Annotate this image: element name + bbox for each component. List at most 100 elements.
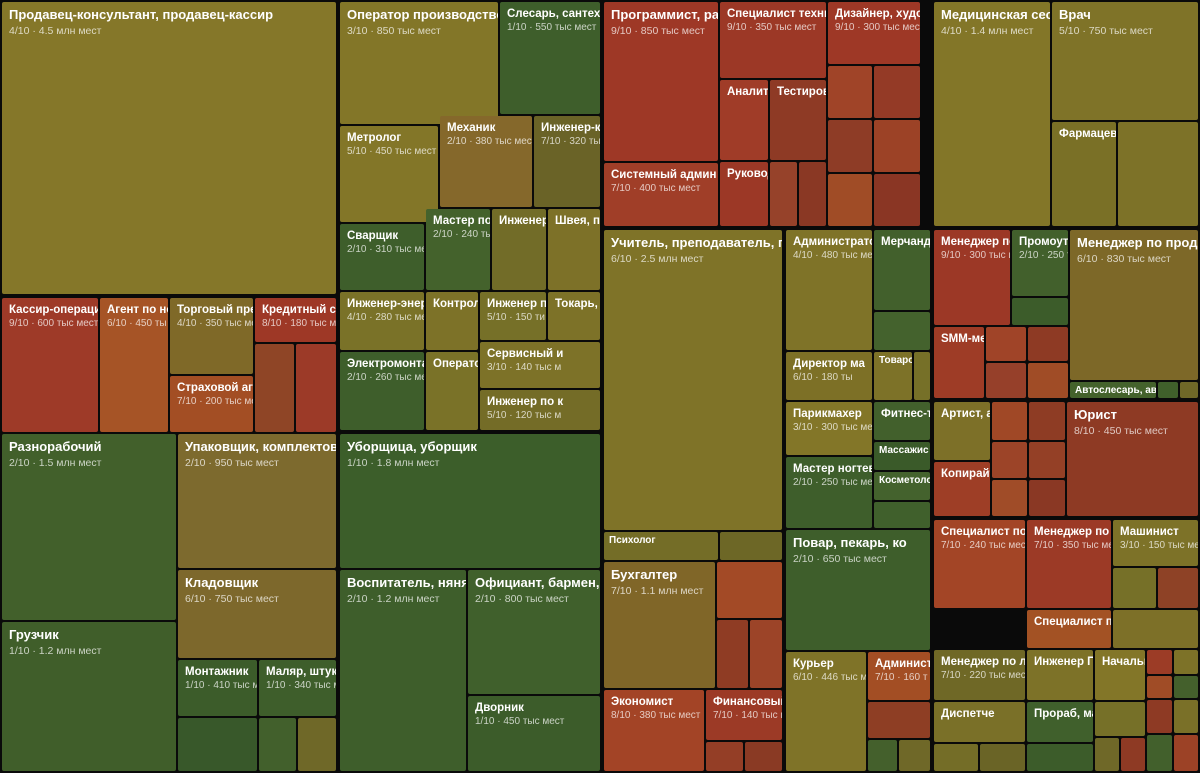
treemap-tile[interactable]: Кассир-операцис 9/10 · 600 тыс мест <box>2 298 98 432</box>
treemap-tile[interactable] <box>1012 298 1068 325</box>
treemap-tile[interactable] <box>986 327 1026 361</box>
treemap-tile[interactable]: Механик 2/10 · 380 тыс мест <box>440 116 532 207</box>
treemap-tile[interactable] <box>1147 650 1172 674</box>
treemap-tile[interactable] <box>1095 738 1119 771</box>
treemap-tile[interactable]: Торговый предс 4/10 · 350 тыс мес <box>170 298 253 374</box>
treemap-tile[interactable]: Оператор производстве 3/10 · 850 тыс мест <box>340 2 498 124</box>
treemap-tile[interactable]: Разнорабочий 2/10 · 1.5 млн мест <box>2 434 176 620</box>
treemap-tile[interactable]: Дизайнер, худож 9/10 · 300 тыс мест <box>828 2 920 64</box>
treemap-tile[interactable] <box>828 66 872 118</box>
treemap-tile[interactable] <box>874 502 930 528</box>
treemap-tile[interactable]: Метролог 5/10 · 450 тыс мест <box>340 126 438 222</box>
treemap-tile[interactable]: Фармацев <box>1052 122 1116 226</box>
treemap-tile[interactable] <box>1174 700 1198 733</box>
treemap-tile[interactable] <box>874 312 930 350</box>
treemap-tile[interactable] <box>868 740 897 771</box>
treemap-tile[interactable]: Юрист 8/10 · 450 тыс мест <box>1067 402 1198 516</box>
treemap-tile[interactable]: Швея, пор <box>548 209 600 290</box>
treemap-tile[interactable] <box>1029 480 1065 516</box>
treemap-tile[interactable] <box>992 442 1027 478</box>
treemap-tile[interactable]: Грузчик 1/10 · 1.2 млн мест <box>2 622 176 771</box>
treemap-tile[interactable]: Контролёр <box>426 292 478 350</box>
treemap-tile[interactable]: Инженер п <box>492 209 546 290</box>
treemap-tile[interactable]: Мерчанда <box>874 230 930 310</box>
treemap-tile[interactable]: Кладовщик 6/10 · 750 тыс мест <box>178 570 336 658</box>
treemap-tile[interactable]: Инженер-кон 7/10 · 320 тыс м <box>534 116 600 207</box>
treemap-tile[interactable] <box>745 742 782 771</box>
treemap-tile[interactable]: Курьер 6/10 · 446 тыс мест <box>786 652 866 771</box>
treemap-tile[interactable] <box>992 402 1027 440</box>
treemap-tile[interactable]: Менеджер по 9/10 · 300 тыс м <box>934 230 1010 325</box>
treemap-tile[interactable]: Специалист по <box>1027 610 1111 648</box>
treemap-tile[interactable] <box>868 702 930 738</box>
treemap-tile[interactable]: Инженер-энерге 4/10 · 280 тыс мест <box>340 292 424 350</box>
treemap-tile[interactable] <box>750 620 782 688</box>
treemap-tile[interactable]: Машинист 3/10 · 150 тыс ме <box>1113 520 1198 566</box>
treemap-tile[interactable]: Диспетче <box>934 702 1025 742</box>
treemap-tile[interactable] <box>1027 744 1093 771</box>
treemap-tile[interactable] <box>1118 122 1198 226</box>
treemap-tile[interactable] <box>1029 402 1065 440</box>
treemap-tile[interactable]: Автослесарь, авт <box>1070 382 1156 398</box>
treemap-tile[interactable] <box>1158 568 1198 608</box>
treemap-tile[interactable]: Инженер по к 5/10 · 120 тыс м <box>480 390 600 430</box>
treemap-tile[interactable]: Официант, бармен, 2/10 · 800 тыс мест <box>468 570 600 694</box>
treemap-tile[interactable]: Администратор к 4/10 · 480 тыс мест <box>786 230 872 350</box>
treemap-tile[interactable] <box>1028 363 1068 398</box>
treemap-tile[interactable] <box>1113 568 1156 608</box>
treemap-tile[interactable]: Экономист 8/10 · 380 тыс мест <box>604 690 704 771</box>
treemap-tile[interactable]: Монтажник 1/10 · 410 тыс мест <box>178 660 257 716</box>
treemap-tile[interactable] <box>717 562 782 618</box>
treemap-tile[interactable]: Аналитик <box>720 80 768 160</box>
treemap-tile[interactable] <box>1174 676 1198 698</box>
treemap-tile[interactable]: Программист, раз 9/10 · 850 тыс мест <box>604 2 718 161</box>
treemap-tile[interactable]: Бухгалтер 7/10 · 1.1 млн мест <box>604 562 715 688</box>
treemap-tile[interactable]: Учитель, преподаватель, п 6/10 · 2.5 млн … <box>604 230 782 530</box>
treemap-tile[interactable]: Специалист по к 7/10 · 240 тыс мест <box>934 520 1025 608</box>
treemap-tile[interactable] <box>828 120 872 172</box>
treemap-tile[interactable] <box>255 344 294 432</box>
treemap-tile[interactable]: Сварщик 2/10 · 310 тыс мест <box>340 224 424 290</box>
treemap-tile[interactable]: Специалист техни 9/10 · 350 тыс мест <box>720 2 826 78</box>
treemap-tile[interactable] <box>178 718 257 771</box>
treemap-tile[interactable]: Косметоло <box>874 472 930 500</box>
treemap-tile[interactable] <box>874 174 920 226</box>
treemap-tile[interactable]: Сервисный и 3/10 · 140 тыс м <box>480 342 600 388</box>
treemap-tile[interactable]: Дворник 1/10 · 450 тыс мест <box>468 696 600 771</box>
treemap-tile[interactable]: Системный админ 7/10 · 400 тыс мест <box>604 163 718 226</box>
treemap-tile[interactable] <box>980 744 1025 771</box>
treemap-tile[interactable] <box>874 120 920 172</box>
treemap-tile[interactable]: Воспитатель, няня 2/10 · 1.2 млн мест <box>340 570 466 771</box>
treemap-tile[interactable]: Повар, пекарь, ко 2/10 · 650 тыс мест <box>786 530 930 650</box>
treemap-tile[interactable] <box>1158 382 1178 398</box>
treemap-tile[interactable] <box>1113 610 1198 648</box>
treemap-tile[interactable] <box>770 162 797 226</box>
treemap-tile[interactable] <box>828 174 872 226</box>
treemap-tile[interactable]: Администрат 7/10 · 160 т <box>868 652 930 700</box>
treemap-tile[interactable] <box>1028 327 1068 361</box>
treemap-tile[interactable]: Инженер по 5/10 · 150 ти <box>480 292 546 340</box>
treemap-tile[interactable]: Мастер по р 2/10 · 240 ты <box>426 209 490 290</box>
treemap-tile[interactable] <box>1147 700 1172 733</box>
treemap-tile[interactable]: Парикмахер 3/10 · 300 тыс мест <box>786 402 872 455</box>
treemap-tile[interactable]: Промоутер 2/10 · 250 ти <box>1012 230 1068 296</box>
treemap-tile[interactable] <box>298 718 336 771</box>
treemap-tile[interactable] <box>874 66 920 118</box>
treemap-tile[interactable] <box>296 344 336 432</box>
treemap-tile[interactable] <box>934 744 978 771</box>
treemap-tile[interactable]: Врач 5/10 · 750 тыс мест <box>1052 2 1198 120</box>
treemap-tile[interactable]: Копирайт <box>934 462 990 516</box>
treemap-tile[interactable] <box>799 162 826 226</box>
treemap-tile[interactable]: SMM-мен <box>934 327 984 398</box>
treemap-tile[interactable]: Уборщица, уборщик 1/10 · 1.8 млн мест <box>340 434 600 568</box>
treemap-tile[interactable] <box>1174 650 1198 674</box>
treemap-tile[interactable]: Слесарь, сантехник 1/10 · 550 тыс мест <box>500 2 600 114</box>
treemap-tile[interactable]: Массажис <box>874 442 930 470</box>
treemap-tile[interactable]: Кредитный спец 8/10 · 180 тыс ме <box>255 298 336 342</box>
treemap-tile[interactable] <box>1095 702 1145 736</box>
treemap-tile[interactable] <box>1121 738 1145 771</box>
treemap-tile[interactable]: Фитнес-тр <box>874 402 930 440</box>
treemap-tile[interactable] <box>1147 735 1172 771</box>
treemap-tile[interactable] <box>1174 735 1198 771</box>
treemap-tile[interactable]: Менеджер по за 7/10 · 350 тыс ме <box>1027 520 1111 608</box>
